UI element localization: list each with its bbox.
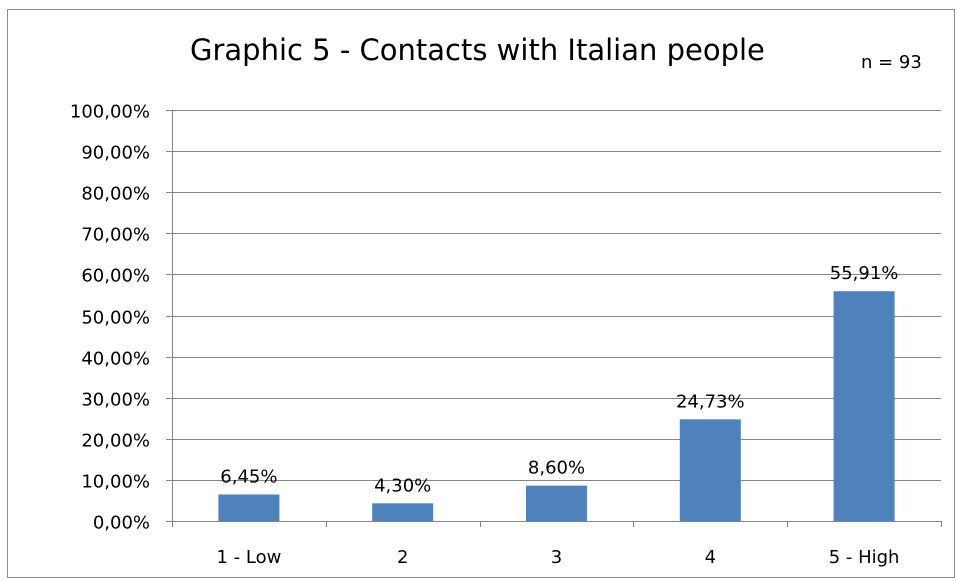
y-tick-label: 30,00%: [81, 390, 150, 411]
data-labels: 6,45% 4,30% 8,60% 24,73% 55,91%: [220, 263, 898, 496]
x-tick-label: 1 - Low: [216, 547, 281, 568]
y-tick-label: 60,00%: [81, 266, 150, 287]
data-label: 55,91%: [830, 263, 899, 284]
y-tick-label: 50,00%: [81, 308, 150, 329]
data-label: 6,45%: [220, 466, 277, 487]
bar: [372, 503, 434, 521]
x-tick-label: 3: [551, 547, 562, 568]
sample-size-annotation: n = 93: [861, 52, 922, 73]
x-tick-label: 4: [705, 547, 716, 568]
y-axis: 0,00% 10,00% 20,00% 30,00% 40,00% 50,00% 60,00…: [70, 102, 173, 534]
y-tick-label: 20,00%: [81, 431, 150, 452]
bar: [679, 419, 741, 521]
bar: [218, 494, 280, 521]
y-tick-label: 100,00%: [70, 102, 150, 123]
data-label: 4,30%: [374, 475, 431, 496]
bar: [526, 485, 587, 521]
y-tick-label: 80,00%: [81, 184, 150, 205]
chart-frame: [7, 9, 955, 578]
y-tick-label: 0,00%: [93, 513, 150, 534]
y-tick-label: 40,00%: [81, 349, 150, 370]
chart-title: Graphic 5 - Contacts with Italian people: [190, 33, 765, 67]
y-tick-label: 10,00%: [81, 472, 150, 493]
bar: [833, 291, 895, 521]
x-tick-label: 5 - High: [829, 547, 900, 568]
x-tick-label: 2: [397, 547, 408, 568]
y-tick-label: 70,00%: [81, 225, 150, 246]
bars: [218, 291, 895, 521]
y-tick-label: 90,00%: [81, 143, 150, 164]
x-axis: 1 - Low 2 3 4 5 - High: [172, 521, 942, 568]
data-label: 24,73%: [676, 391, 745, 412]
data-label: 8,60%: [528, 458, 585, 479]
gridlines: [166, 110, 941, 522]
